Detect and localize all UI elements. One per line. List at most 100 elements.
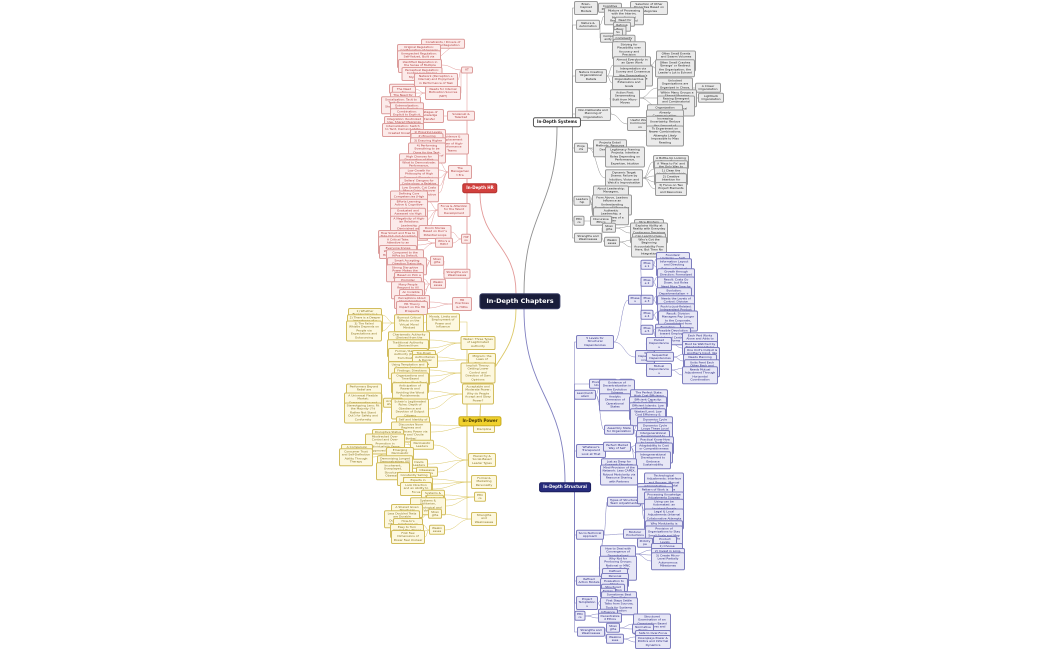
- mindmap-node[interactable]: The Management Era: [448, 165, 472, 179]
- mindmap-node[interactable]: Needs for Internal Motivation Sources (S…: [425, 86, 461, 100]
- mindmap-node[interactable]: Evidence of Decentralization in the Evol…: [599, 379, 635, 397]
- mindmap-node[interactable]: Lightbulb Organization: [698, 92, 724, 104]
- mindmap-node[interactable]: Constraints / Drivers of Intentional Reg…: [421, 38, 465, 50]
- connector-line: [428, 372, 461, 384]
- mindmap-node[interactable]: Who's a HiPo?: [435, 237, 453, 249]
- mindmap-node[interactable]: Narcissistic Leaders: [410, 439, 434, 451]
- mindmap-node[interactable]: Brain-Inspired Models: [574, 1, 598, 15]
- mindmap-node[interactable]: Phase 5: [640, 324, 654, 336]
- mindmap-node[interactable]: Needs Mutual Adjustment Through Horizont…: [682, 366, 718, 384]
- mindmap-node[interactable]: Mutual Dependencies: [646, 363, 672, 377]
- mindmap-node[interactable]: Project Temptations: [576, 596, 598, 610]
- mindmap-node[interactable]: Action First: Sensemaking Built from Mic…: [610, 89, 640, 107]
- connector-line: [427, 303, 453, 309]
- mindmap-node[interactable]: Doom Stories Based on Durr's Potential L…: [418, 225, 452, 239]
- mindmap-node[interactable]: Phase 4: [640, 309, 654, 321]
- mindmap-node[interactable]: Dynamic Target Drama: Failure by Intuiti…: [605, 169, 643, 187]
- mindmap-node[interactable]: Legitimacy Framing Projects: Interface R…: [605, 146, 645, 168]
- mindmap-node[interactable]: Nature & Automation: [576, 19, 600, 31]
- mindmap-node[interactable]: 5 Levels for Structural Dependencies: [576, 335, 614, 349]
- connector-line: [433, 444, 469, 461]
- mindmap-node[interactable]: Analytic Dimension of Operational States: [599, 393, 631, 411]
- connector-line: [587, 147, 606, 179]
- branch-label-structural[interactable]: In-Depth Structural: [539, 482, 591, 492]
- mindmap-node[interactable]: Stereotyping Lens: Fit the Majority ('I'…: [344, 402, 382, 424]
- mindmap-node[interactable]: Projects: [574, 142, 588, 154]
- mindmap-node[interactable]: Whatever's Transparent Look at That: [576, 444, 606, 458]
- mindmap-node[interactable]: Weaknesses: [606, 633, 624, 645]
- mindmap-node[interactable]: Weaknesses: [429, 524, 445, 536]
- mindmap-node[interactable]: Ethics: [574, 610, 586, 622]
- central-topic[interactable]: In-Depth Chapters: [479, 293, 561, 309]
- mindmap-node[interactable]: Strengths and Weaknesses: [577, 626, 605, 638]
- mindmap-node[interactable]: Discursive Ethics: [590, 215, 612, 227]
- mindmap-node[interactable]: Striving for Plausibility over Accuracy …: [612, 41, 646, 59]
- mindmap-node[interactable]: Non-Deliberate and Planning of Organizat…: [575, 107, 611, 121]
- branch-label-systems[interactable]: In-Depth Systems: [532, 117, 582, 127]
- mindmap-node[interactable]: Strengths: [428, 508, 442, 520]
- connector-line: [438, 171, 449, 194]
- mindmap-node[interactable]: HR Practices & HiPos: [452, 297, 472, 311]
- mindmap-node[interactable]: Formal & Marketing Personality: [471, 475, 497, 489]
- mindmap-node[interactable]: Leadership: [573, 195, 591, 207]
- mindmap-node[interactable]: Organizational Due Extensions and Goals: [612, 76, 646, 90]
- mindmap-node[interactable]: Socio-Technical Approach: [576, 529, 604, 541]
- mindmap-node[interactable]: A Closer Organization: [695, 82, 721, 94]
- branch-label-hr[interactable]: In-Depth HR: [462, 183, 498, 193]
- mindmap-node[interactable]: HiPos: [461, 233, 471, 245]
- mindmap-node[interactable]: Strengths and Weaknesses: [574, 232, 602, 244]
- mindmap-node[interactable]: Pooled Dependencies: [646, 337, 672, 351]
- mindmap-node[interactable]: Phase 1: [640, 259, 654, 271]
- mindmap-node[interactable]: HR Theory Impact on the HR Prospects: [396, 301, 428, 315]
- mindmap-node[interactable]: Phase 2: [640, 276, 654, 288]
- mindmap-node[interactable]: Szulanski & Talented: [447, 110, 475, 122]
- mindmap-node[interactable]: Strengths: [430, 255, 444, 267]
- mindmap-node[interactable]: Implicit Theory: Getting Lower Control a…: [460, 362, 496, 384]
- mindmap-node[interactable]: Network (Perception + Internal) and Enjo…: [414, 73, 458, 87]
- mindmap-node[interactable]: First Few Dimensions of Power Feel Uncle…: [391, 530, 425, 544]
- mindmap-node[interactable]: 3) Focus on Two Project Elements and Res…: [655, 182, 687, 196]
- mindmap-node[interactable]: Sequential Dependencies: [646, 351, 674, 363]
- mindmap-node[interactable]: Phase 3: [640, 294, 654, 306]
- connector-line: [613, 299, 629, 343]
- mindmap-node[interactable]: Morals, Limits and Employment of Power a…: [426, 313, 460, 331]
- mindmap-node[interactable]: Strengths and Weaknesses: [443, 268, 471, 280]
- mindmap-node[interactable]: Strengths: [606, 622, 620, 634]
- mindmap-node[interactable]: Decentralized Ethics: [598, 612, 622, 624]
- branch-label-power[interactable]: In-Depth Power: [458, 416, 502, 426]
- mindmap-node[interactable]: 3) The Failed Whistle Depends on People …: [346, 320, 382, 342]
- mindmap-node[interactable]: Ethics: [474, 491, 486, 503]
- mindmap-node[interactable]: Weber: Three Types of Legitimated Author…: [460, 336, 496, 350]
- mindmap-node[interactable]: Burnout Critical Effects on the Virtual …: [394, 314, 424, 332]
- connector-line: [603, 533, 624, 536]
- mindmap-node[interactable]: Weaknesses: [604, 236, 620, 248]
- mindmap-node[interactable]: Refined Action Models: [576, 575, 602, 587]
- mindmap-node[interactable]: Assembly State for Organization: [604, 424, 634, 436]
- mindmap-node[interactable]: 3) Create Micro-Level Partially Autonomo…: [651, 552, 685, 570]
- mindmap-node[interactable]: Ethics: [573, 215, 585, 227]
- mindmap-node[interactable]: Strengths and Weaknesses: [471, 512, 497, 526]
- mindmap-node[interactable]: Lean/Centralism: [574, 389, 596, 401]
- mindmap-node[interactable]: Schein's Legitimated Rules: Depth of Obe…: [391, 398, 429, 420]
- mindmap-node[interactable]: Consumer Trust and Self-Deflection Abili…: [339, 448, 373, 466]
- mindmap-node[interactable]: Intergenerational Development to Embrace…: [635, 451, 671, 469]
- mindmap-node[interactable]: To Experiment on Newer Combinations; Att…: [646, 125, 684, 147]
- mindmap-node[interactable]: Weaknesses: [430, 278, 446, 290]
- mindmap-node[interactable]: Nature Creating Organizational Details: [575, 69, 607, 83]
- mindmap-node[interactable]: Incoherent, Overplayed, Structured, Obse…: [376, 462, 410, 480]
- mindmap-node[interactable]: Focus & Attention for the Talent Develop…: [437, 203, 471, 217]
- mindmap-node[interactable]: Mind-Provision of the Network: Less CAPE…: [600, 464, 638, 486]
- mindmap-node[interactable]: Strengths: [602, 222, 616, 234]
- mindmap-node[interactable]: Anticipation of Rewards and Avoiding the…: [392, 382, 428, 400]
- mindmap-node[interactable]: Types of Structural Team Adjustments: [607, 496, 641, 508]
- mindmap-node[interactable]: Often Small Crashes 'Emerge' or Redirect…: [655, 59, 695, 77]
- mindmap-node[interactable]: Downplays Power & Politics and Informal …: [635, 635, 671, 649]
- connector-line: [606, 64, 614, 77]
- mindmap-node[interactable]: KT: [461, 66, 473, 74]
- mindmap-node[interactable]: Perfect Market Way of Self: [603, 441, 631, 453]
- mindmap-node[interactable]: Acceptable and Moderate Power: Why do Pe…: [462, 383, 494, 405]
- mindmap-node[interactable]: Prototype: [637, 537, 653, 549]
- mindmap-node[interactable]: Hierarchy & Social-Based Leader Types: [468, 453, 496, 467]
